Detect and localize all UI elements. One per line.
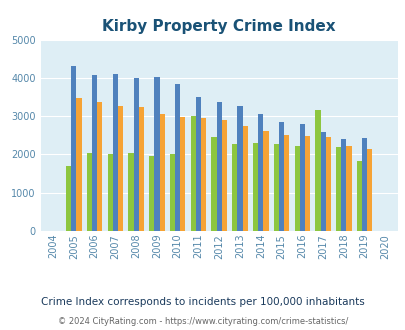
Bar <box>237 106 242 231</box>
Bar <box>242 126 247 231</box>
Bar <box>335 147 341 231</box>
Text: Crime Index corresponds to incidents per 100,000 inhabitants: Crime Index corresponds to incidents per… <box>41 297 364 307</box>
Bar <box>128 152 133 231</box>
Bar <box>190 116 195 231</box>
Bar <box>341 139 345 231</box>
Bar <box>367 149 371 231</box>
Title: Kirby Property Crime Index: Kirby Property Crime Index <box>102 19 335 34</box>
Bar <box>304 136 309 231</box>
Bar <box>216 102 221 231</box>
Bar <box>273 145 278 231</box>
Bar <box>66 166 71 231</box>
Bar <box>76 98 81 231</box>
Bar <box>325 137 330 231</box>
Bar <box>113 74 118 231</box>
Bar <box>149 155 154 231</box>
Bar <box>284 135 289 231</box>
Bar <box>356 161 361 231</box>
Text: © 2024 CityRating.com - https://www.cityrating.com/crime-statistics/: © 2024 CityRating.com - https://www.city… <box>58 317 347 326</box>
Bar <box>361 138 367 231</box>
Bar <box>211 137 216 231</box>
Bar <box>92 75 97 231</box>
Bar <box>175 84 180 231</box>
Bar <box>345 146 351 231</box>
Bar <box>263 131 268 231</box>
Bar <box>107 154 113 231</box>
Bar <box>118 106 123 231</box>
Bar <box>154 77 159 231</box>
Bar <box>133 78 139 231</box>
Bar <box>278 122 284 231</box>
Bar <box>139 107 144 231</box>
Bar <box>258 114 263 231</box>
Bar <box>232 145 237 231</box>
Bar <box>221 120 226 231</box>
Bar <box>159 114 164 231</box>
Bar <box>252 143 258 231</box>
Bar <box>320 132 325 231</box>
Bar <box>294 146 299 231</box>
Bar <box>299 124 304 231</box>
Bar <box>315 110 320 231</box>
Bar <box>180 117 185 231</box>
Bar <box>169 154 175 231</box>
Bar <box>87 152 92 231</box>
Bar <box>200 118 206 231</box>
Bar <box>71 66 76 231</box>
Bar <box>97 102 102 231</box>
Bar <box>195 97 200 231</box>
